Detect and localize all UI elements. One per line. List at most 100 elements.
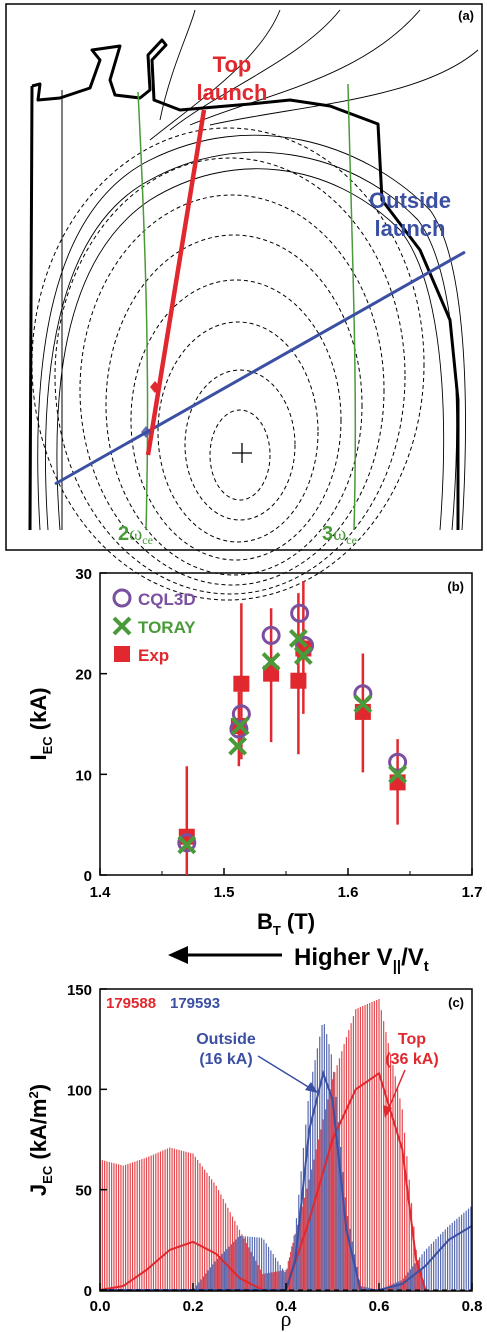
panel-c-ylabel-sup: 2	[26, 1091, 41, 1098]
cql3d-point	[177, 833, 197, 853]
toray-point	[230, 716, 250, 736]
panel-b-ylabel-sub: EC	[40, 736, 55, 755]
velocity-arrow-text: Higher V||/Vt	[294, 944, 429, 975]
legend-cql3d-marker	[112, 588, 132, 608]
panel-c-label: (c)	[448, 995, 464, 1010]
resonance-3wce-sym: ω	[333, 523, 346, 545]
panel-c-bands	[100, 999, 472, 1290]
exp-point	[233, 675, 250, 692]
outside-launch-label-line1: Outside	[369, 188, 451, 213]
resonance-3wce-line	[347, 83, 357, 531]
panel-b-xlabel: BT (T)	[257, 909, 315, 938]
legend-exp-marker	[114, 646, 130, 662]
exp-point	[290, 672, 307, 689]
cql3d-point	[231, 704, 251, 724]
resonance-3wce-sub: ce	[346, 533, 357, 547]
cql3d-point	[290, 603, 310, 623]
panel-c-xtick-label: 0.6	[369, 1298, 390, 1315]
band-outside	[193, 1024, 472, 1290]
top-launch-beam	[145, 109, 207, 456]
top-launch-label-line1: Top	[213, 52, 252, 77]
toray-point	[261, 652, 281, 672]
panel-a: (a)	[5, 3, 483, 601]
resonance-2wce-sym: ω	[129, 523, 142, 545]
velocity-arrow-text-sub: ||	[393, 958, 401, 975]
cql3d-point	[261, 625, 281, 645]
velocity-arrow-text-sub2: t	[424, 958, 429, 975]
top-launch-deposition-marker	[150, 381, 160, 393]
panel-b-ticks: 1.4 1.5 1.6 1.7 0 10 20 30	[75, 566, 482, 901]
panel-b-errorbars	[185, 581, 399, 875]
line-outside	[100, 1069, 472, 1291]
panel-c-xlabel: ρ	[281, 1306, 292, 1331]
toray-point	[288, 629, 308, 648]
toray-point	[353, 694, 373, 714]
shot-label-top: 179588	[106, 995, 156, 1012]
outside-annotation-arrow	[257, 1055, 311, 1089]
panel-b-markers	[177, 603, 408, 855]
resonance-2wce-sub: ce	[142, 533, 153, 547]
outside-annotation-line1: Outside	[196, 1031, 256, 1048]
toray-point	[228, 736, 248, 756]
panel-c-ylabel-close: )	[26, 1084, 51, 1091]
top-annotation-line1: Top	[398, 1031, 426, 1048]
panel-c-ytick-label: 50	[75, 1183, 92, 1200]
toray-point	[388, 764, 408, 784]
panel-b-ytick-label: 0	[84, 868, 92, 885]
velocity-arrow-head	[168, 946, 188, 964]
panel-b-ylabel: IEC (kA)	[26, 687, 55, 760]
velocity-arrow-annotation: Higher V||/Vt	[168, 944, 429, 975]
top-annotation-arrowhead	[383, 1105, 392, 1118]
panel-b-legend: CQL3D TORAY Exp	[112, 588, 196, 665]
panel-c-ylabel-sub: EC	[40, 1165, 55, 1184]
panel-c-ytick-label: 150	[67, 982, 92, 999]
panel-c-ticks: 0.0 0.2 0.4 0.6 0.8 0 50 100 150	[67, 982, 482, 1315]
legend-exp-label: Exp	[138, 646, 169, 665]
panel-b-label: (b)	[447, 579, 464, 594]
velocity-arrow-text-end: /V	[401, 944, 424, 971]
outside-launch-label-line2: launch	[375, 216, 446, 241]
resonance-2wce-num: 2	[118, 523, 129, 545]
panel-b-xtick-label: 1.5	[214, 884, 235, 901]
panel-a-label: (a)	[458, 8, 474, 23]
panel-b-ytick-label: 20	[75, 667, 92, 684]
panel-c-ylabel-unit: (kA/m	[26, 1099, 51, 1166]
exp-point	[263, 665, 280, 682]
panel-c-frame	[99, 988, 473, 1292]
panel-c-xtick-label: 0.2	[183, 1298, 204, 1315]
outside-launch-deposition-marker	[141, 426, 151, 438]
panel-b-ylabel-unit: (kA)	[26, 687, 51, 736]
legend-cql3d-label: CQL3D	[138, 590, 196, 609]
panel-c-ylabel: JEC (kA/m2)	[26, 1084, 55, 1196]
panel-c: (c) 0.0 0.2 0.4 0.6 0.8 0 50 100 150 179588 1795…	[26, 982, 482, 1331]
panel-c-xtick-label: 0.0	[90, 1298, 111, 1315]
top-annotation-line2: (36 kA)	[385, 1051, 438, 1068]
panel-c-ytick-label: 0	[84, 1283, 92, 1300]
band-top	[100, 999, 424, 1290]
top-annotation-arrow	[387, 1069, 406, 1111]
resonance-3wce-num: 3	[322, 523, 333, 545]
panel-b-ytick-label: 30	[75, 566, 92, 583]
panel-c-xtick-label: 0.8	[462, 1298, 483, 1315]
toray-point	[293, 646, 313, 665]
velocity-arrow-text-main: Higher V	[294, 944, 393, 971]
vessel-wall	[28, 38, 460, 531]
toray-point	[177, 835, 197, 855]
shot-label-outside: 179593	[170, 995, 220, 1012]
outside-annotation-line2: (16 kA)	[199, 1051, 252, 1068]
closed-flux-surfaces	[31, 127, 425, 601]
resonance-2wce-label: 2ωce	[118, 523, 153, 547]
panel-b-xtick-label: 1.6	[338, 884, 359, 901]
outside-annotation-arrowhead	[305, 1082, 318, 1093]
cql3d-point	[388, 752, 408, 772]
panel-b-xtick-label: 1.4	[90, 884, 112, 901]
panel-c-xtick-label: 0.4	[276, 1298, 298, 1315]
resonance-3wce-label: 3ωce	[322, 523, 357, 547]
panel-c-ylabel-main: J	[26, 1184, 51, 1196]
panel-b-xtick-label: 1.7	[462, 884, 483, 901]
panel-a-frame	[5, 3, 483, 551]
legend-toray-label: TORAY	[138, 618, 196, 637]
resonance-2wce-line	[137, 91, 149, 531]
panel-c-ytick-label: 100	[67, 1082, 92, 1099]
